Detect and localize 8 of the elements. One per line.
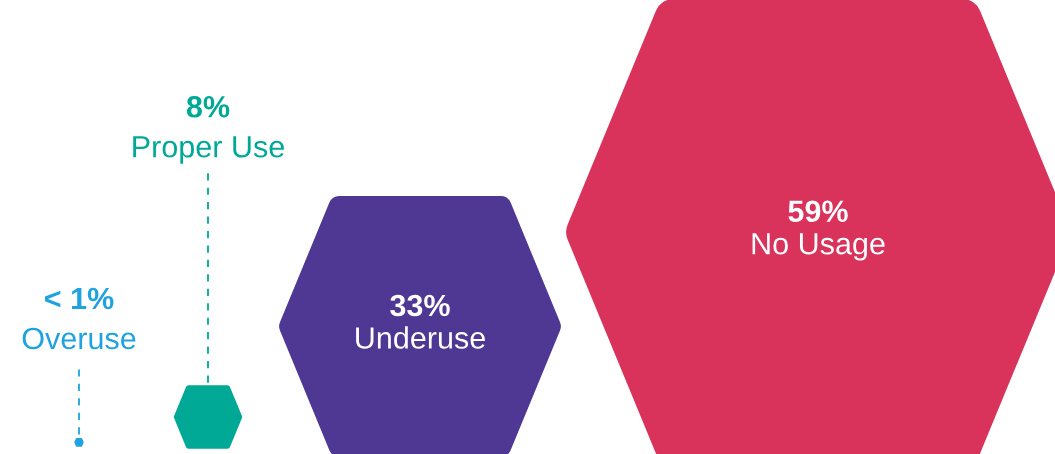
data-label: 8% (186, 95, 230, 118)
category-label: No Usage (752, 233, 885, 261)
category-label: Overuse (22, 327, 136, 350)
category-label: Proper Use (133, 136, 284, 164)
category-label: Underuse (356, 326, 485, 349)
data-label: 59% (788, 200, 848, 223)
data-label: 33% (390, 294, 450, 317)
data-label: < 1% (45, 287, 114, 310)
